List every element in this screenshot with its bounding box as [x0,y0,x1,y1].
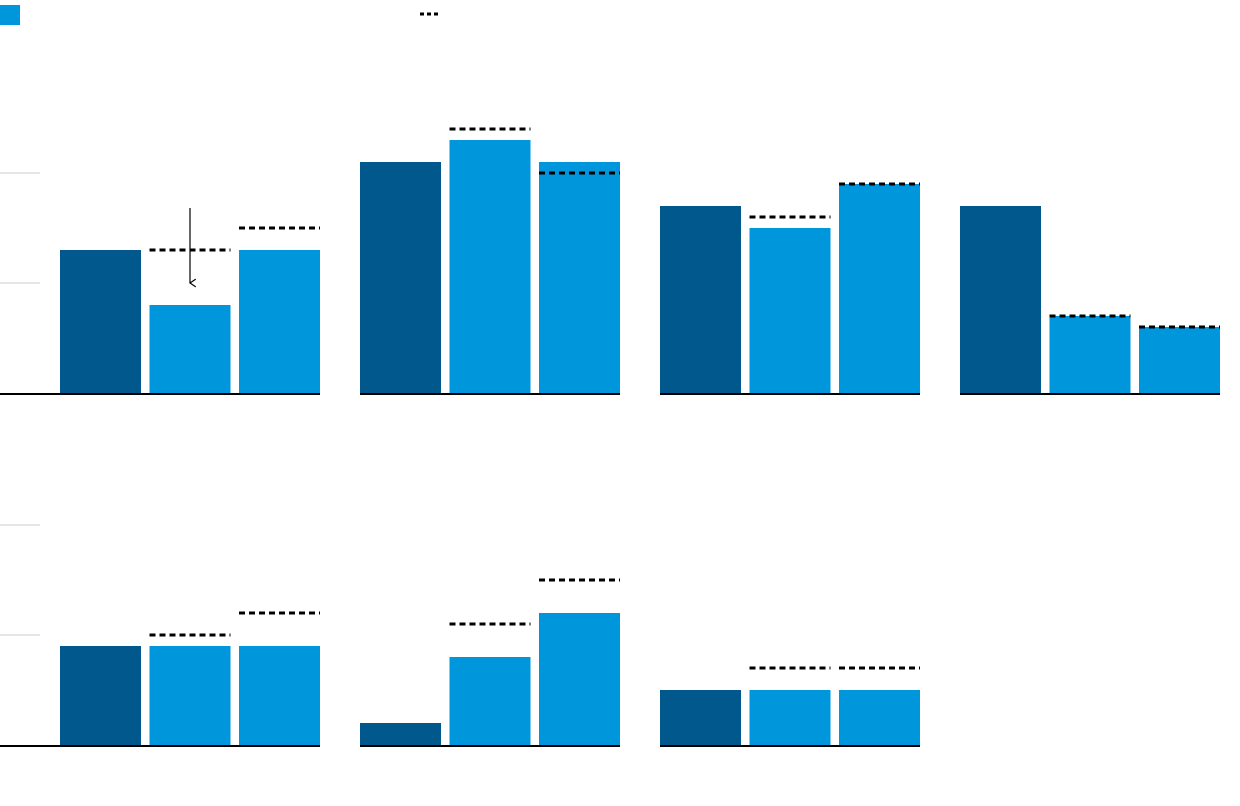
bar [839,184,920,393]
bar [239,250,320,393]
legend-swatch [0,5,20,25]
bar [1139,327,1220,393]
bar [1049,316,1131,393]
bar [149,646,231,745]
bar [60,250,141,393]
bar [660,690,741,745]
bar [539,613,620,745]
bar [449,657,531,745]
bar [239,646,320,745]
bar [960,206,1041,393]
bar [539,162,620,393]
bar [449,140,531,393]
bar [749,228,831,393]
bar [660,206,741,393]
bar [60,646,141,745]
bar [360,162,441,393]
bar [149,305,231,393]
bar [360,723,441,745]
bar [839,690,920,745]
bar [749,690,831,745]
